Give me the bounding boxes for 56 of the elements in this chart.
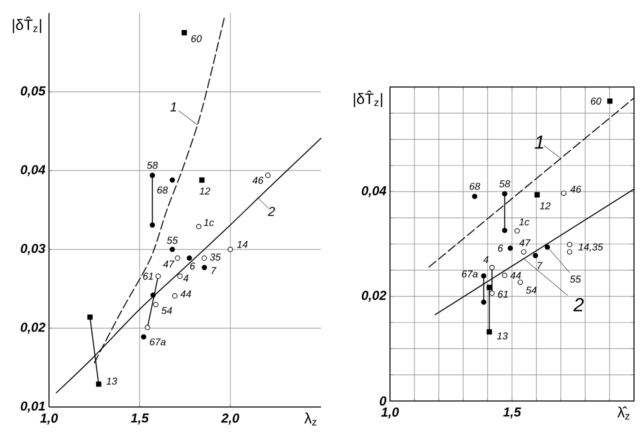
annotation: 55 [166, 236, 178, 244]
x-tick-label: 1,0 [381, 408, 399, 419]
y-tick-label: 0,04 [362, 186, 386, 198]
annotation: 7 [212, 267, 216, 274]
annotation: 61 [498, 290, 508, 298]
y-tick-label: 0,04 [20, 165, 46, 176]
annotation: 58 [147, 162, 158, 169]
annotation: 68 [470, 182, 480, 190]
y-tick-label: 0,05 [20, 86, 46, 98]
y-axis-title: |δT̂$_{z}$| [354, 90, 382, 108]
y-tick-label: 0,02 [20, 322, 46, 334]
x-tick-label: 2,0 [221, 414, 240, 425]
annotation: 1c [519, 218, 530, 226]
annotation: 1c [204, 219, 214, 226]
annotation: 67a [462, 270, 478, 278]
annotation: 55 [570, 276, 581, 283]
annotation: 47 [163, 260, 174, 268]
annotation: 4 [483, 256, 488, 263]
annotation: 61 [143, 272, 153, 280]
annotation: 44 [180, 290, 192, 298]
y-tick-label: 0,01 [20, 401, 45, 413]
annotation: 2 [573, 298, 584, 312]
annotation: 46 [252, 176, 264, 184]
annotation: 67a [150, 338, 166, 346]
annotation: 1 [170, 102, 176, 112]
annotation: 54 [526, 286, 536, 294]
annotation: 1 [534, 136, 544, 149]
y-tick-label: 0,03 [20, 244, 46, 255]
y-tick-label: 0 [380, 396, 386, 406]
x-axis-title: λ̂$_{z}$ [617, 406, 630, 420]
annotation: 4 [183, 274, 188, 282]
annotation: 58 [499, 180, 510, 188]
annotation: 13 [497, 332, 508, 340]
x-axis-title: λ$_{z}$ [304, 412, 316, 426]
annotation: 6 [190, 262, 196, 270]
annotation: 46 [570, 186, 582, 193]
x-tick-label: 1,0 [40, 414, 58, 425]
annotation: 68 [157, 186, 168, 194]
x-tick-label: 1,5 [130, 414, 149, 424]
y-axis-title: |δT̂$_{z}$| [12, 16, 42, 34]
annotation: 13 [106, 378, 118, 385]
annotation: 47 [519, 239, 531, 246]
annotation: 60 [590, 98, 602, 105]
annotation: 60 [191, 35, 202, 42]
x-tick-label: 1,5 [503, 408, 522, 418]
annotation: 2 [268, 206, 275, 216]
annotation: 7 [538, 262, 543, 269]
annotation: 6 [498, 244, 504, 252]
annotation: 14,35 [578, 243, 604, 252]
annotation: 14 [237, 240, 248, 248]
annotation: 44 [510, 272, 521, 279]
annotation: 35 [210, 254, 221, 261]
y-tick-label: 0,02 [362, 290, 386, 302]
annotation: 54 [161, 307, 172, 314]
annotation: 12 [200, 188, 210, 195]
annotation: 12 [540, 202, 551, 210]
